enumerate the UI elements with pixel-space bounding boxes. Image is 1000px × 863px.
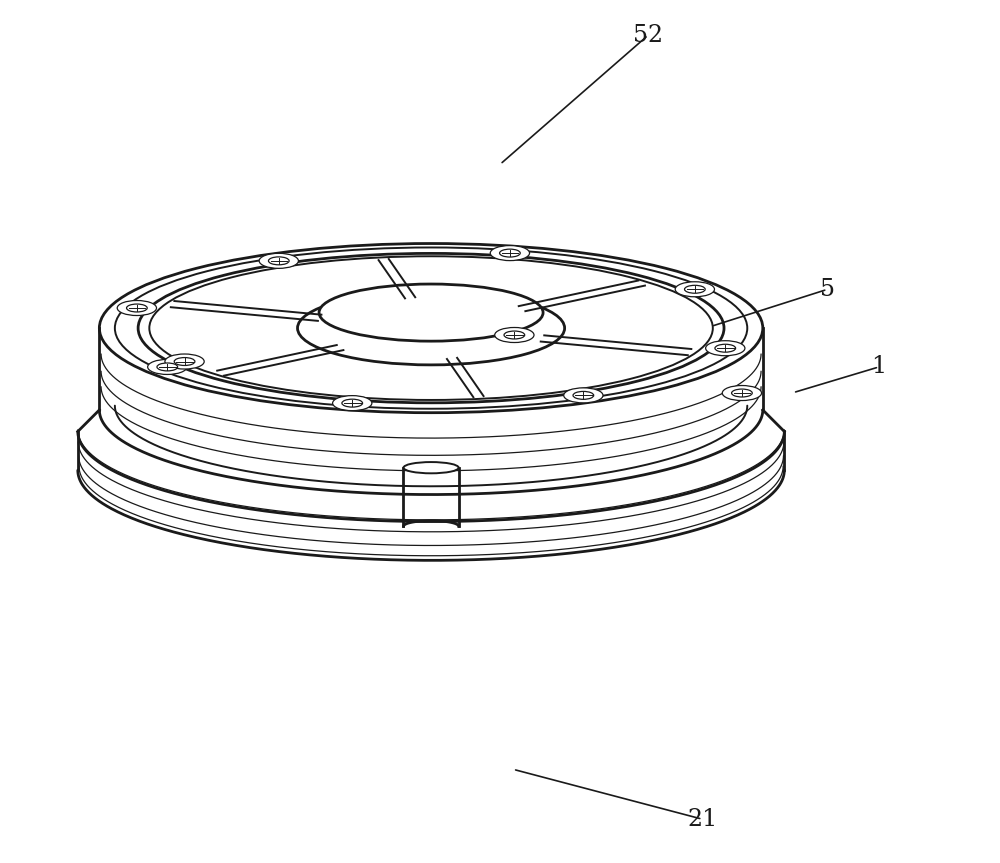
Text: 52: 52 <box>633 23 663 47</box>
Ellipse shape <box>333 395 372 411</box>
Ellipse shape <box>319 284 543 341</box>
Ellipse shape <box>495 327 534 343</box>
Ellipse shape <box>298 292 565 365</box>
Ellipse shape <box>342 400 363 407</box>
Ellipse shape <box>403 462 459 473</box>
Ellipse shape <box>259 254 298 268</box>
Ellipse shape <box>504 331 525 339</box>
Text: 21: 21 <box>687 808 718 831</box>
Ellipse shape <box>490 246 530 261</box>
Ellipse shape <box>268 257 289 265</box>
Text: 5: 5 <box>820 278 835 301</box>
Ellipse shape <box>732 389 752 397</box>
Ellipse shape <box>99 243 763 413</box>
Ellipse shape <box>722 386 762 400</box>
Ellipse shape <box>127 304 147 312</box>
Text: 1: 1 <box>872 356 887 378</box>
Ellipse shape <box>706 341 745 356</box>
Ellipse shape <box>117 300 157 316</box>
Ellipse shape <box>148 359 187 375</box>
Ellipse shape <box>500 249 520 257</box>
Ellipse shape <box>115 248 747 409</box>
Ellipse shape <box>149 256 713 400</box>
Ellipse shape <box>157 363 178 371</box>
Ellipse shape <box>174 357 195 365</box>
Ellipse shape <box>165 354 204 369</box>
Ellipse shape <box>715 344 736 352</box>
Ellipse shape <box>573 392 594 400</box>
Ellipse shape <box>138 254 724 403</box>
Ellipse shape <box>675 281 714 297</box>
Ellipse shape <box>564 387 603 403</box>
Ellipse shape <box>685 286 705 293</box>
